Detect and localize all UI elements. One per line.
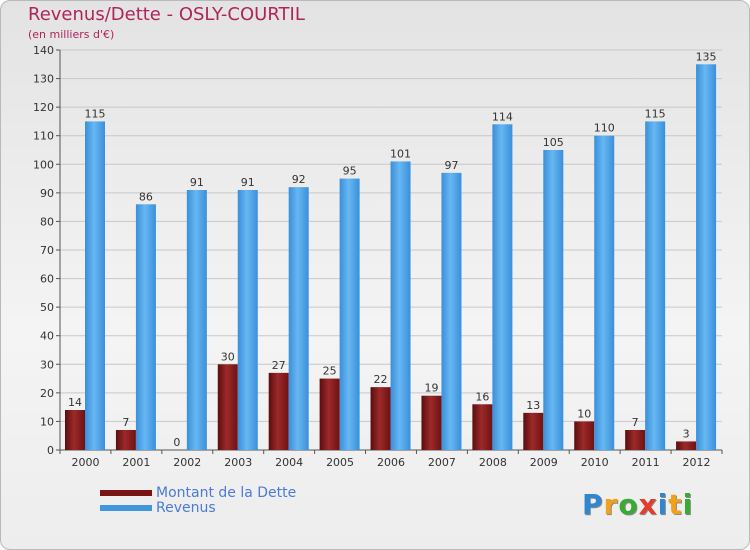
logo-letter: r bbox=[603, 488, 619, 521]
legend-label-revenus: Revenus bbox=[156, 500, 216, 516]
y-tick-label: 80 bbox=[40, 215, 54, 228]
chart-subtitle: (en milliers d'€) bbox=[28, 28, 115, 41]
bar-dette bbox=[676, 441, 697, 450]
x-tick-label: 2000 bbox=[71, 456, 99, 469]
data-label-dette: 3 bbox=[683, 427, 690, 440]
bar-revenus bbox=[186, 190, 207, 450]
bar-dette bbox=[574, 421, 595, 450]
bar-revenus bbox=[543, 150, 564, 450]
x-tick-label: 2001 bbox=[122, 456, 150, 469]
bar-revenus bbox=[237, 190, 258, 450]
data-label-revenus: 92 bbox=[292, 173, 306, 186]
legend-swatch-revenus bbox=[100, 505, 152, 511]
y-tick-label: 20 bbox=[40, 387, 54, 400]
data-label-revenus: 97 bbox=[444, 159, 458, 172]
data-label-dette: 7 bbox=[632, 416, 639, 429]
bar-dette bbox=[319, 378, 340, 450]
data-label-revenus: 115 bbox=[645, 107, 666, 120]
data-label-revenus: 114 bbox=[492, 110, 513, 123]
bar-dette bbox=[472, 404, 493, 450]
bar-dette bbox=[268, 372, 289, 450]
x-tick-label: 2011 bbox=[632, 456, 660, 469]
bar-dette bbox=[217, 364, 238, 450]
y-tick-label: 120 bbox=[33, 101, 54, 114]
bar-dette bbox=[115, 430, 136, 450]
bar-revenus bbox=[288, 187, 309, 450]
y-tick-label: 50 bbox=[40, 301, 54, 314]
bar-revenus bbox=[441, 172, 462, 450]
data-label-revenus: 101 bbox=[390, 147, 411, 160]
data-label-dette: 13 bbox=[526, 399, 540, 412]
data-label-dette: 25 bbox=[323, 365, 337, 378]
bar-revenus bbox=[390, 161, 411, 450]
x-tick-label: 2003 bbox=[224, 456, 252, 469]
bar-dette bbox=[523, 412, 544, 450]
bar-revenus bbox=[492, 124, 513, 451]
y-tick-label: 60 bbox=[40, 273, 54, 286]
data-label-dette: 10 bbox=[577, 407, 591, 420]
y-tick-label: 40 bbox=[40, 330, 54, 343]
x-tick-label: 2006 bbox=[377, 456, 405, 469]
logo-letter: x bbox=[638, 488, 658, 521]
data-label-dette: 7 bbox=[122, 416, 129, 429]
x-tick-label: 2010 bbox=[581, 456, 609, 469]
bar-revenus bbox=[85, 121, 105, 450]
bar-dette bbox=[370, 387, 391, 450]
bar-dette bbox=[421, 395, 442, 450]
bar-revenus bbox=[339, 178, 360, 451]
y-tick-label: 90 bbox=[40, 187, 54, 200]
x-tick-label: 2008 bbox=[479, 456, 507, 469]
data-label-revenus: 86 bbox=[139, 190, 153, 203]
y-tick-label: 10 bbox=[40, 415, 54, 428]
data-label-dette: 22 bbox=[374, 373, 388, 386]
x-tick-label: 2005 bbox=[326, 456, 354, 469]
bar-revenus bbox=[594, 135, 615, 450]
logo-letter: t bbox=[668, 488, 683, 521]
y-tick-label: 100 bbox=[33, 158, 54, 171]
data-label-revenus: 95 bbox=[343, 165, 357, 178]
y-tick-label: 140 bbox=[33, 44, 54, 57]
proxiti-logo: Proxiti bbox=[582, 488, 693, 521]
plot-area: 0102030405060708090100110120130140141152… bbox=[33, 44, 723, 469]
data-label-revenus: 91 bbox=[190, 176, 204, 189]
logo-letter: o bbox=[618, 488, 639, 521]
data-label-dette: 19 bbox=[424, 382, 438, 395]
x-tick-label: 2012 bbox=[683, 456, 711, 469]
y-tick-label: 130 bbox=[33, 73, 54, 86]
logo-letter: i bbox=[657, 488, 669, 521]
chart-title: Revenus/Dette - OSLY-COURTIL bbox=[28, 4, 305, 25]
y-tick-label: 0 bbox=[47, 444, 54, 457]
x-tick-label: 2004 bbox=[275, 456, 303, 469]
bar-revenus bbox=[696, 64, 717, 451]
data-label-dette: 14 bbox=[68, 396, 82, 409]
data-label-dette: 16 bbox=[475, 390, 489, 403]
y-tick-label: 70 bbox=[40, 244, 54, 257]
data-label-dette: 30 bbox=[221, 350, 235, 363]
bar-revenus bbox=[135, 204, 156, 450]
data-label-dette: 27 bbox=[272, 359, 286, 372]
data-label-dette: 0 bbox=[173, 436, 180, 449]
x-tick-label: 2007 bbox=[428, 456, 456, 469]
x-tick-label: 2002 bbox=[173, 456, 201, 469]
data-label-revenus: 105 bbox=[543, 136, 564, 149]
y-tick-label: 110 bbox=[33, 130, 54, 143]
data-label-revenus: 115 bbox=[85, 107, 106, 120]
data-label-revenus: 91 bbox=[241, 176, 255, 189]
data-label-revenus: 110 bbox=[594, 122, 615, 135]
logo-letter: i bbox=[682, 488, 694, 521]
data-label-revenus: 135 bbox=[696, 50, 717, 63]
x-tick-label: 2009 bbox=[530, 456, 558, 469]
legend-label-dette: Montant de la Dette bbox=[156, 485, 297, 501]
y-tick-label: 30 bbox=[40, 358, 54, 371]
logo-letter: P bbox=[582, 488, 604, 521]
bar-dette bbox=[65, 410, 85, 450]
legend-swatch-dette bbox=[100, 490, 152, 496]
bar-revenus bbox=[645, 121, 666, 450]
bar-dette bbox=[625, 430, 646, 450]
